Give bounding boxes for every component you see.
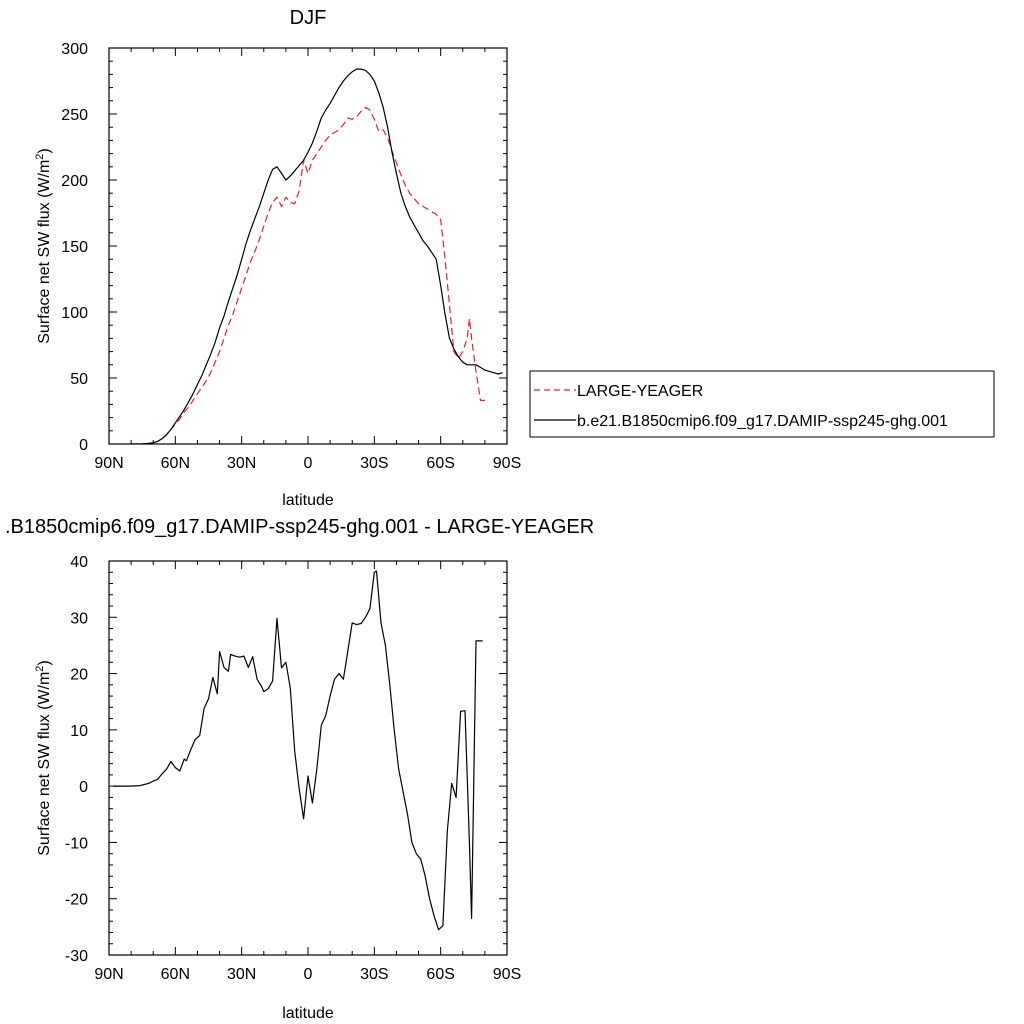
- bottom-xtick-label: 0: [304, 966, 313, 983]
- chart-top-plot: 90N 60N 30N 0 30S 60S 90S 0 50 100 150 200 250 300: [61, 41, 521, 472]
- bottom-ytick-label: -30: [65, 948, 88, 965]
- top-ytick-label: 200: [61, 173, 88, 190]
- chart-bottom-ylabel: Surface net SW flux (W/m2): [34, 660, 53, 856]
- chart-top-title: DJF: [290, 7, 327, 29]
- chart-bottom-title: .B1850cmip6.f09_g17.DAMIP-ssp245-ghg.001…: [5, 516, 594, 538]
- top-ytick-label: 250: [61, 107, 88, 124]
- bottom-ytick-label: 20: [70, 667, 88, 684]
- chart-bottom-xlabel: latitude: [282, 1005, 334, 1022]
- chart-top-ylabel: Surface net SW flux (W/m2): [34, 148, 53, 344]
- chart-top-ylabel-end: ): [36, 148, 53, 153]
- top-xtick-label: 60S: [426, 455, 454, 472]
- chart-top-legend: LARGE-YEAGER b.e21.B1850cmip6.f09_g17.DA…: [529, 370, 995, 438]
- top-xtick-label: 90S: [493, 455, 521, 472]
- legend-box: [529, 370, 995, 438]
- legend-label-large-yeager: LARGE-YEAGER: [577, 383, 703, 400]
- legend-label-damip: b.e21.B1850cmip6.f09_g17.DAMIP-ssp245-gh…: [577, 413, 948, 430]
- top-ytick-label: 150: [61, 239, 88, 256]
- top-xtick-label: 30S: [360, 455, 388, 472]
- top-ytick-label: 50: [70, 371, 88, 388]
- bottom-series-line-0: [113, 570, 483, 931]
- bottom-ytick-label: 0: [79, 779, 88, 796]
- bottom-plot-frame: [108, 560, 508, 956]
- top-ytick-label: 0: [79, 437, 88, 454]
- bottom-xtick-label: 30N: [227, 966, 256, 983]
- bottom-xtick-label: 30S: [360, 966, 388, 983]
- bottom-ytick-label: -20: [65, 892, 88, 909]
- chart-bottom-ylabel-sup: 2: [34, 666, 46, 672]
- chart-top-xlabel: latitude: [282, 492, 334, 509]
- top-xtick-label: 30N: [227, 455, 256, 472]
- chart-top-ylabel-sup: 2: [34, 154, 46, 160]
- top-series-line-0: [131, 106, 485, 444]
- bottom-ytick-label: 30: [70, 610, 88, 627]
- top-ytick-label: 300: [61, 41, 88, 58]
- chart-bottom-ylabel-main: Surface net SW flux (W/m: [36, 672, 53, 856]
- chart-top: DJF 90N 60N 30N 0 30S 60S 90S 0 50 100 150 200 250 30…: [34, 7, 995, 509]
- chart-bottom-plot: 90N 60N 30N 0 30S 60S 90S -30 -20 -10 0 10 20 30 40: [65, 554, 521, 983]
- top-series-line-1: [131, 68, 503, 444]
- top-xtick-label: 90N: [94, 455, 123, 472]
- chart-bottom-ylabel-end: ): [36, 660, 53, 665]
- chart-top-ylabel-main: Surface net SW flux (W/m: [36, 160, 53, 344]
- top-xtick-label: 0: [304, 455, 313, 472]
- bottom-ytick-label: 40: [70, 554, 88, 571]
- bottom-ytick-label: -10: [65, 835, 88, 852]
- bottom-ytick-label: 10: [70, 723, 88, 740]
- bottom-xtick-label: 60N: [161, 966, 190, 983]
- bottom-xtick-label: 90N: [94, 966, 123, 983]
- top-xtick-label: 60N: [161, 455, 190, 472]
- top-plot-frame: [108, 47, 508, 445]
- chart-bottom: .B1850cmip6.f09_g17.DAMIP-ssp245-ghg.001…: [5, 516, 594, 1022]
- bottom-xtick-label: 60S: [426, 966, 454, 983]
- bottom-xtick-label: 90S: [493, 966, 521, 983]
- top-ytick-label: 100: [61, 305, 88, 322]
